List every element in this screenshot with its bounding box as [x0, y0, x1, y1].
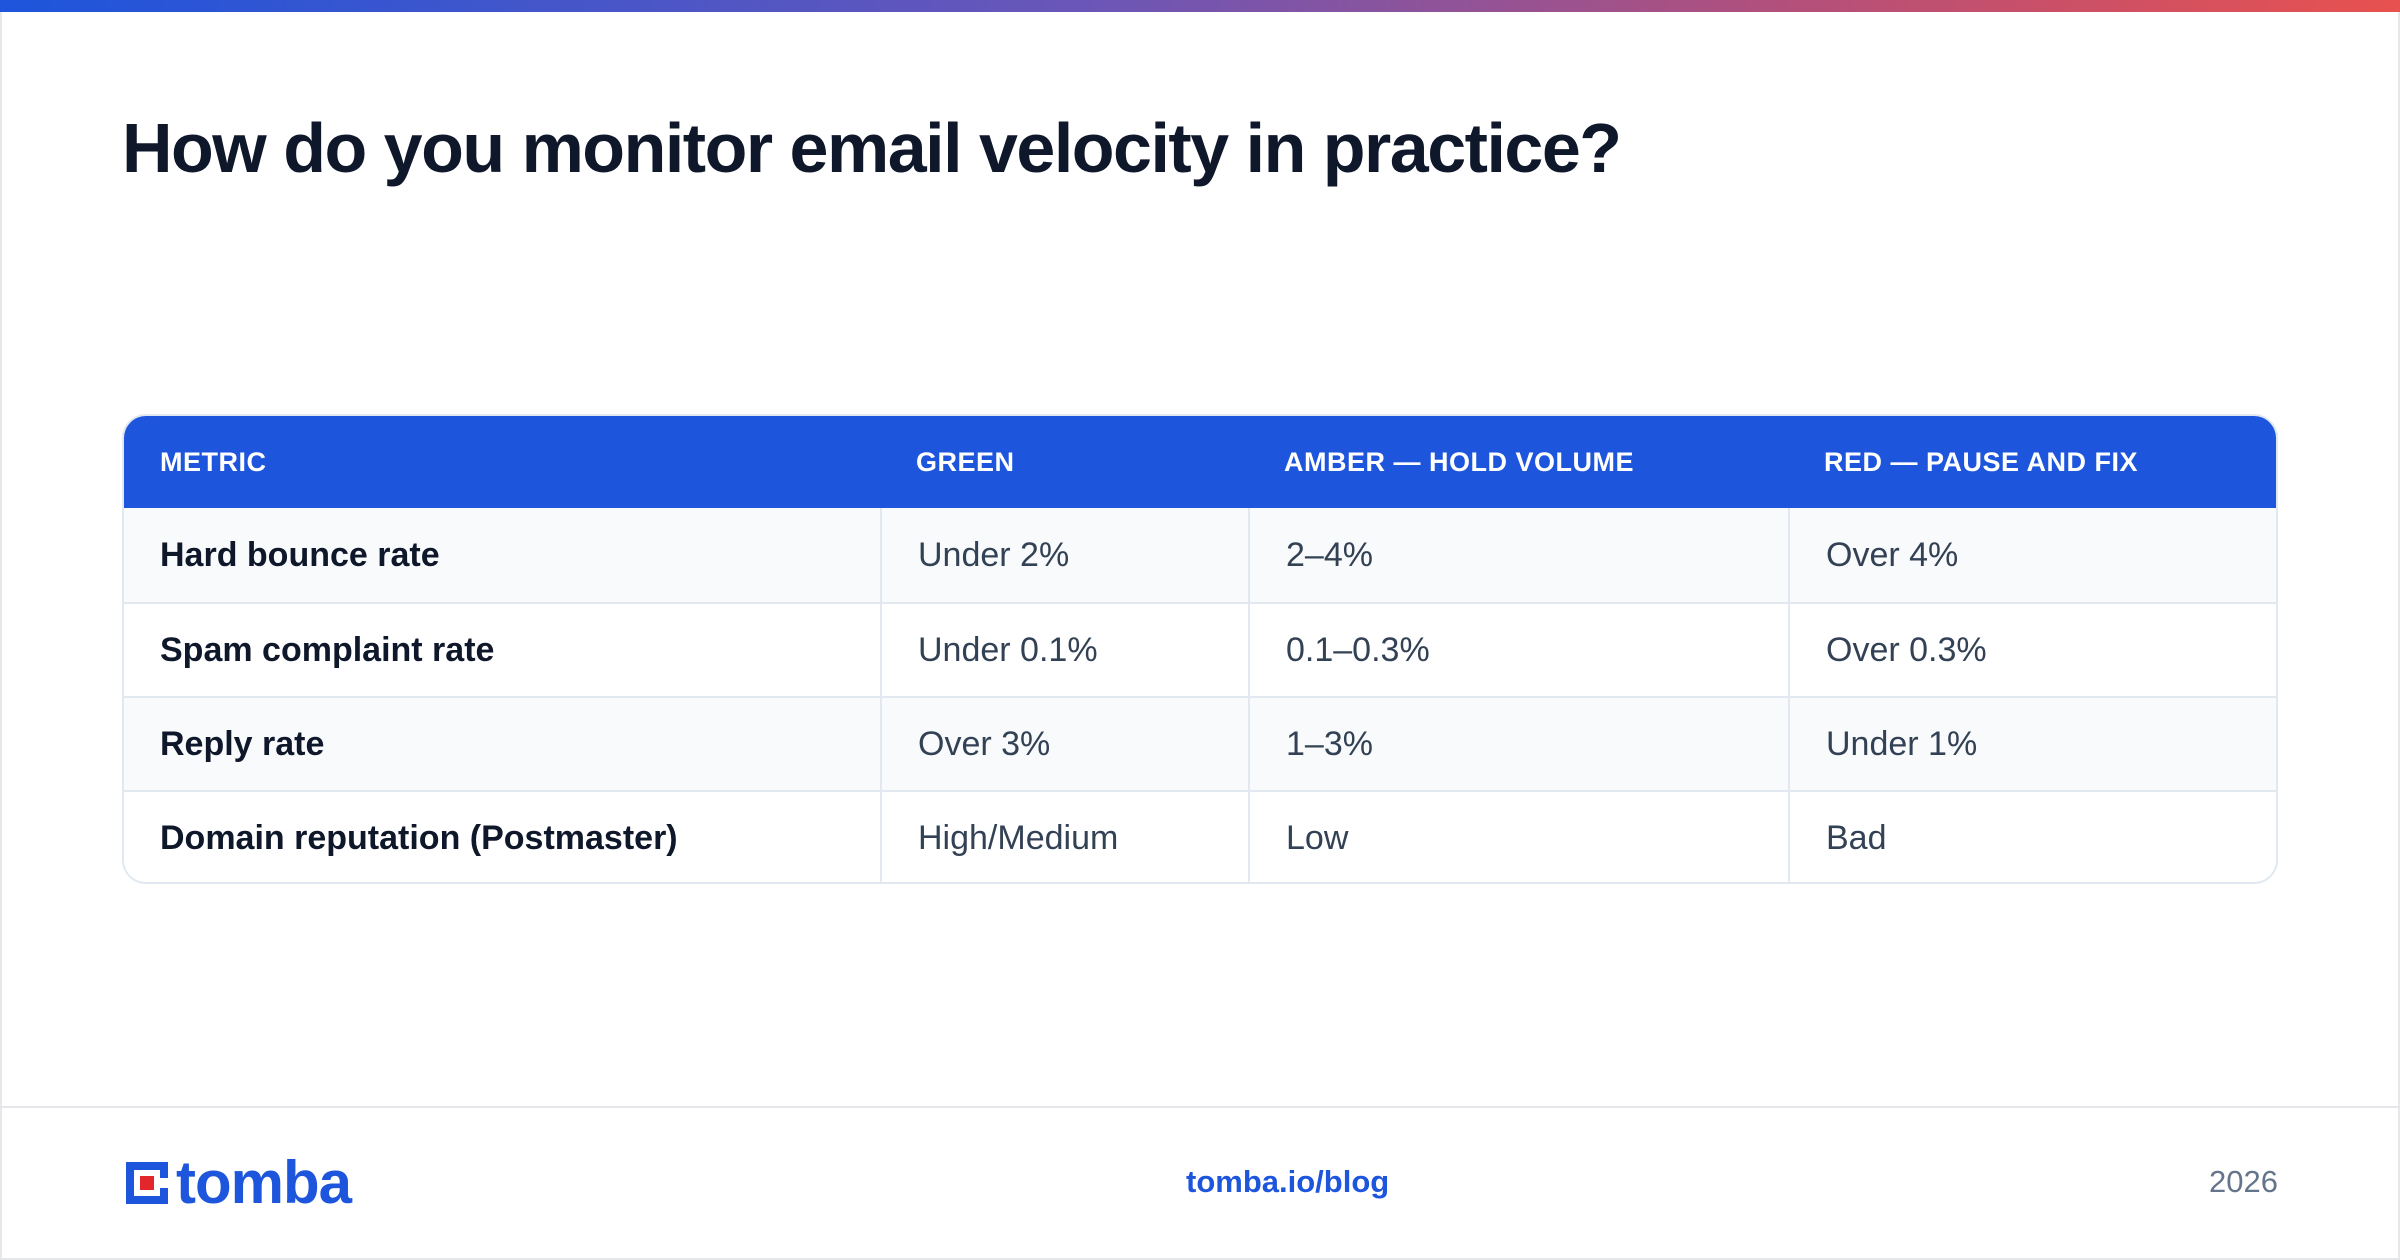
cell-red: Over 0.3% — [1788, 604, 2276, 696]
cell-metric: Hard bounce rate — [160, 535, 440, 574]
header-red: RED — PAUSE AND FIX — [1824, 446, 2139, 477]
footer-divider — [0, 1106, 2400, 1108]
header-metric: METRIC — [160, 446, 267, 477]
cell-metric: Spam complaint rate — [160, 630, 495, 669]
header-green: GREEN — [916, 446, 1015, 477]
velocity-table: METRIC GREEN AMBER — HOLD VOLUME RED — P… — [122, 414, 2278, 884]
cell-red: Under 1% — [1788, 698, 2276, 790]
cell-green: High/Medium — [880, 792, 1248, 882]
tomba-logo[interactable]: tomba — [122, 1149, 352, 1216]
table-header: METRIC GREEN AMBER — HOLD VOLUME RED — P… — [124, 416, 2276, 508]
tomba-logo-icon — [126, 1162, 170, 1204]
cell-amber: 2–4% — [1248, 508, 1788, 602]
top-gradient-bar — [0, 0, 2400, 12]
cell-amber: 0.1–0.3% — [1248, 604, 1788, 696]
cell-red: Bad — [1788, 792, 2276, 882]
cell-amber: Low — [1248, 792, 1788, 882]
cell-red: Over 4% — [1788, 508, 2276, 602]
blog-link[interactable]: tomba.io/blog — [1186, 1164, 1390, 1199]
cell-metric: Reply rate — [160, 724, 325, 763]
cell-metric: Domain reputation (Postmaster) — [160, 818, 678, 857]
cell-green: Under 2% — [880, 508, 1248, 602]
table-row: Domain reputation (Postmaster) High/Medi… — [124, 790, 2276, 882]
footer-year: 2026 — [2209, 1164, 2278, 1199]
table-row: Hard bounce rate Under 2% 2–4% Over 4% — [124, 508, 2276, 602]
table-row: Spam complaint rate Under 0.1% 0.1–0.3% … — [124, 602, 2276, 696]
table-row: Reply rate Over 3% 1–3% Under 1% — [124, 696, 2276, 790]
cell-green: Over 3% — [880, 698, 1248, 790]
cell-green: Under 0.1% — [880, 604, 1248, 696]
header-amber: AMBER — HOLD VOLUME — [1284, 446, 1634, 477]
cell-amber: 1–3% — [1248, 698, 1788, 790]
page-title: How do you monitor email velocity in pra… — [122, 109, 1622, 187]
table-body: Hard bounce rate Under 2% 2–4% Over 4% S… — [124, 508, 2276, 882]
logo-wordmark: tomba — [176, 1149, 352, 1216]
